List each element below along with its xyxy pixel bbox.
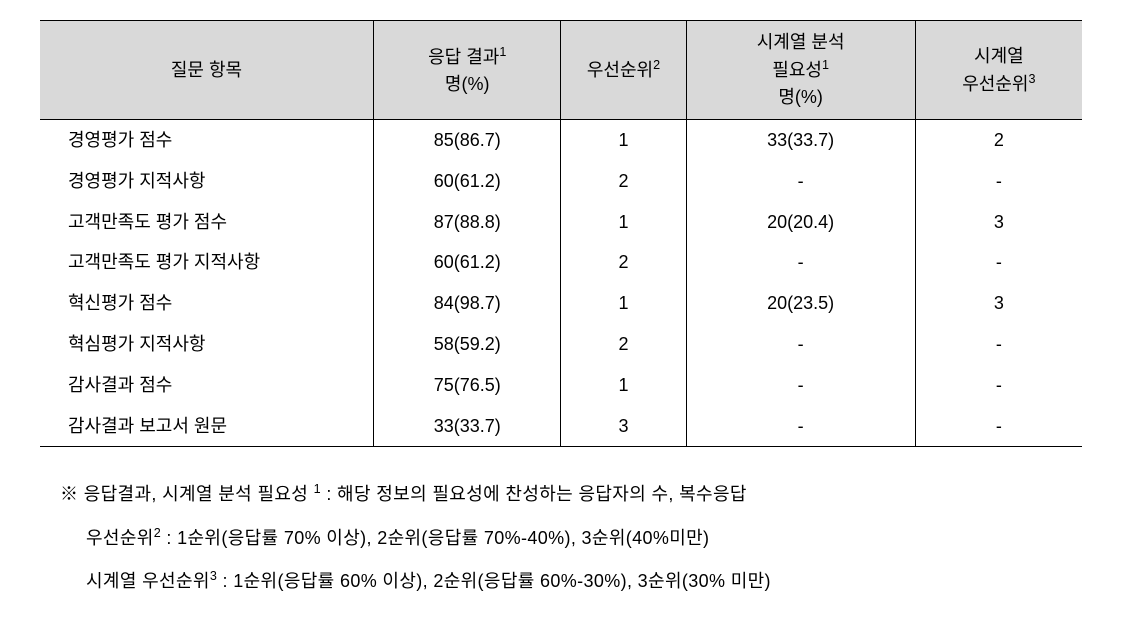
header-text: 필요성 <box>772 60 822 80</box>
header-text: 명(%) <box>778 87 823 107</box>
header-text: 우선순위 <box>962 74 1028 94</box>
cell-question: 경영평가 점수 <box>40 120 373 161</box>
footnote-text: ※ 응답결과, 시계열 분석 필요성 <box>60 484 314 504</box>
cell-result: 85(86.7) <box>373 120 561 161</box>
header-text: 응답 결과 <box>428 47 499 67</box>
cell-ts-need: 20(20.4) <box>686 202 915 243</box>
cell-result: 33(33.7) <box>373 406 561 447</box>
survey-table: 질문 항목 응답 결과1 명(%) 우선순위2 시계열 분석 필요성1 명(%)… <box>40 20 1082 447</box>
table-body: 경영평가 점수85(86.7)133(33.7)2경영평가 지적사항60(61.… <box>40 120 1082 447</box>
cell-result: 58(59.2) <box>373 324 561 365</box>
header-ts-need: 시계열 분석 필요성1 명(%) <box>686 21 915 120</box>
cell-ts-need: - <box>686 324 915 365</box>
header-text: 명(%) <box>445 74 490 94</box>
cell-question: 고객만족도 평가 점수 <box>40 202 373 243</box>
header-text: 질문 항목 <box>171 60 242 80</box>
cell-ts-need: - <box>686 406 915 447</box>
footnote-text: : 해당 정보의 필요성에 찬성하는 응답자의 수, 복수응답 <box>321 484 747 504</box>
cell-priority: 3 <box>561 406 686 447</box>
header-text: 시계열 분석 <box>757 32 845 52</box>
cell-ts-need: 20(23.5) <box>686 283 915 324</box>
footnote-text: 시계열 우선순위 <box>86 571 210 591</box>
cell-priority: 2 <box>561 324 686 365</box>
header-question: 질문 항목 <box>40 21 373 120</box>
cell-ts-need: 33(33.7) <box>686 120 915 161</box>
footnote-line: ※ 응답결과, 시계열 분석 필요성 1 : 해당 정보의 필요성에 찬성하는 … <box>60 473 1082 516</box>
cell-priority: 2 <box>561 161 686 202</box>
cell-question: 감사결과 보고서 원문 <box>40 406 373 447</box>
table-row: 경영평가 지적사항60(61.2)2-- <box>40 161 1082 202</box>
cell-question: 혁신평가 점수 <box>40 283 373 324</box>
cell-result: 75(76.5) <box>373 365 561 406</box>
header-priority: 우선순위2 <box>561 21 686 120</box>
cell-question: 고객만족도 평가 지적사항 <box>40 242 373 283</box>
cell-ts-priority: - <box>915 406 1082 447</box>
cell-question: 감사결과 점수 <box>40 365 373 406</box>
cell-ts-need: - <box>686 161 915 202</box>
cell-ts-priority: - <box>915 242 1082 283</box>
cell-priority: 1 <box>561 365 686 406</box>
footnote-text: : 1순위(응답률 70% 이상), 2순위(응답률 70%-40%), 3순위… <box>161 528 709 548</box>
superscript: 3 <box>1028 72 1035 86</box>
cell-ts-priority: 3 <box>915 283 1082 324</box>
cell-result: 60(61.2) <box>373 242 561 283</box>
superscript: 1 <box>314 482 321 496</box>
footnote-line: 우선순위2 : 1순위(응답률 70% 이상), 2순위(응답률 70%-40%… <box>60 517 1082 560</box>
header-result: 응답 결과1 명(%) <box>373 21 561 120</box>
cell-ts-priority: - <box>915 365 1082 406</box>
superscript: 2 <box>154 526 161 540</box>
cell-priority: 2 <box>561 242 686 283</box>
header-ts-priority: 시계열 우선순위3 <box>915 21 1082 120</box>
table-row: 고객만족도 평가 점수87(88.8)120(20.4)3 <box>40 202 1082 243</box>
cell-priority: 1 <box>561 283 686 324</box>
cell-priority: 1 <box>561 202 686 243</box>
cell-ts-priority: 3 <box>915 202 1082 243</box>
superscript: 1 <box>499 45 506 59</box>
cell-ts-priority: - <box>915 161 1082 202</box>
superscript: 2 <box>653 58 660 72</box>
cell-result: 84(98.7) <box>373 283 561 324</box>
header-text: 시계열 <box>974 46 1024 66</box>
cell-question: 혁심평가 지적사항 <box>40 324 373 365</box>
cell-ts-need: - <box>686 365 915 406</box>
footnotes: ※ 응답결과, 시계열 분석 필요성 1 : 해당 정보의 필요성에 찬성하는 … <box>40 473 1082 603</box>
table-row: 혁신평가 점수84(98.7)120(23.5)3 <box>40 283 1082 324</box>
table-row: 경영평가 점수85(86.7)133(33.7)2 <box>40 120 1082 161</box>
footnote-line: 시계열 우선순위3 : 1순위(응답률 60% 이상), 2순위(응답률 60%… <box>60 560 1082 603</box>
header-text: 우선순위 <box>587 60 653 80</box>
cell-result: 87(88.8) <box>373 202 561 243</box>
footnote-text: 우선순위 <box>86 528 154 548</box>
table-header: 질문 항목 응답 결과1 명(%) 우선순위2 시계열 분석 필요성1 명(%)… <box>40 21 1082 120</box>
cell-question: 경영평가 지적사항 <box>40 161 373 202</box>
table-row: 감사결과 점수75(76.5)1-- <box>40 365 1082 406</box>
table-row: 고객만족도 평가 지적사항60(61.2)2-- <box>40 242 1082 283</box>
cell-ts-priority: - <box>915 324 1082 365</box>
cell-ts-need: - <box>686 242 915 283</box>
superscript: 1 <box>822 58 829 72</box>
cell-result: 60(61.2) <box>373 161 561 202</box>
footnote-text: : 1순위(응답률 60% 이상), 2순위(응답률 60%-30%), 3순위… <box>217 571 771 591</box>
table-row: 혁심평가 지적사항58(59.2)2-- <box>40 324 1082 365</box>
cell-ts-priority: 2 <box>915 120 1082 161</box>
table-row: 감사결과 보고서 원문33(33.7)3-- <box>40 406 1082 447</box>
cell-priority: 1 <box>561 120 686 161</box>
